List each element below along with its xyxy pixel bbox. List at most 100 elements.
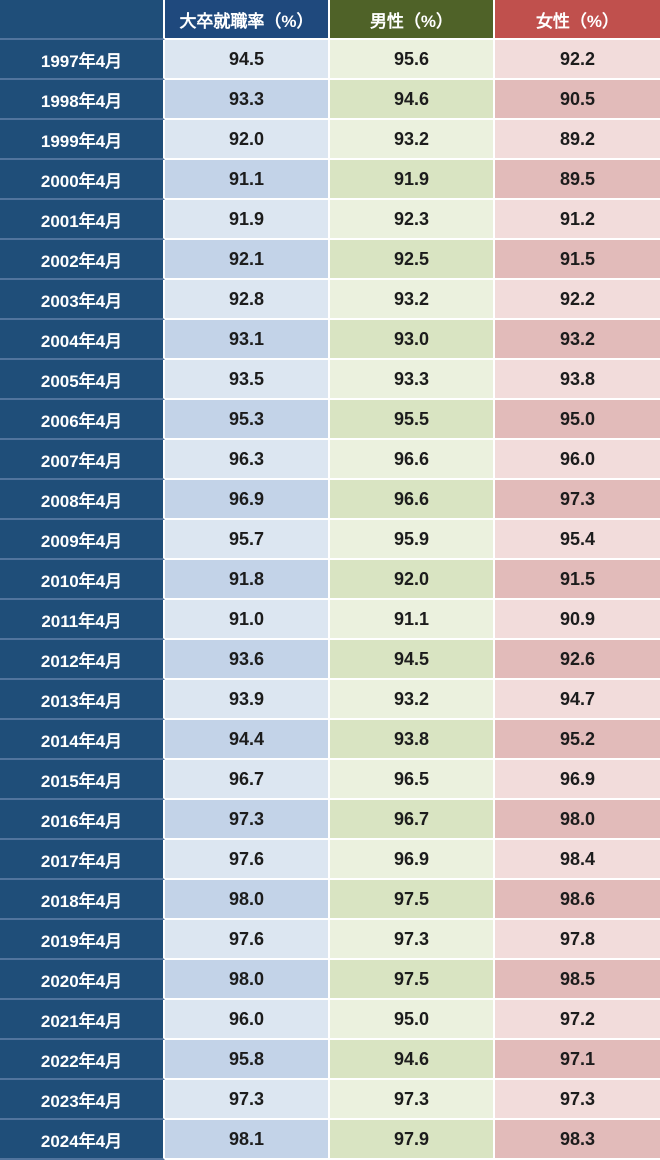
table-row: 2017年4月 97.6 96.9 98.4 bbox=[0, 840, 660, 880]
overall-rate-cell: 94.5 bbox=[165, 40, 330, 80]
male-rate-cell: 97.3 bbox=[330, 1080, 495, 1120]
table-row: 2002年4月 92.1 92.5 91.5 bbox=[0, 240, 660, 280]
year-label: 2016年4月 bbox=[0, 800, 165, 840]
male-rate-cell: 93.2 bbox=[330, 680, 495, 720]
overall-rate-cell: 92.1 bbox=[165, 240, 330, 280]
female-rate-cell: 91.5 bbox=[495, 240, 660, 280]
male-rate-cell: 94.6 bbox=[330, 1040, 495, 1080]
header-row: 大卒就職率（%） 男性（%） 女性（%） bbox=[0, 0, 660, 40]
male-rate-cell: 94.5 bbox=[330, 640, 495, 680]
table-row: 2006年4月 95.3 95.5 95.0 bbox=[0, 400, 660, 440]
female-rate-cell: 97.2 bbox=[495, 1000, 660, 1040]
year-label: 2008年4月 bbox=[0, 480, 165, 520]
male-rate-cell: 91.9 bbox=[330, 160, 495, 200]
table-row: 1997年4月 94.5 95.6 92.2 bbox=[0, 40, 660, 80]
year-label: 2003年4月 bbox=[0, 280, 165, 320]
year-label: 2022年4月 bbox=[0, 1040, 165, 1080]
year-label: 2010年4月 bbox=[0, 560, 165, 600]
table-row: 2000年4月 91.1 91.9 89.5 bbox=[0, 160, 660, 200]
overall-rate-cell: 97.6 bbox=[165, 920, 330, 960]
overall-rate-cell: 91.9 bbox=[165, 200, 330, 240]
table-row: 2010年4月 91.8 92.0 91.5 bbox=[0, 560, 660, 600]
table-row: 2015年4月 96.7 96.5 96.9 bbox=[0, 760, 660, 800]
female-rate-cell: 96.0 bbox=[495, 440, 660, 480]
year-label: 2011年4月 bbox=[0, 600, 165, 640]
year-label: 2017年4月 bbox=[0, 840, 165, 880]
table-row: 2005年4月 93.5 93.3 93.8 bbox=[0, 360, 660, 400]
overall-rate-cell: 95.8 bbox=[165, 1040, 330, 1080]
male-rate-cell: 93.3 bbox=[330, 360, 495, 400]
female-rate-cell: 98.4 bbox=[495, 840, 660, 880]
table-row: 2008年4月 96.9 96.6 97.3 bbox=[0, 480, 660, 520]
table-row: 2012年4月 93.6 94.5 92.6 bbox=[0, 640, 660, 680]
year-label: 2013年4月 bbox=[0, 680, 165, 720]
overall-rate-cell: 94.4 bbox=[165, 720, 330, 760]
table-row: 1999年4月 92.0 93.2 89.2 bbox=[0, 120, 660, 160]
male-rate-cell: 93.0 bbox=[330, 320, 495, 360]
female-rate-cell: 95.0 bbox=[495, 400, 660, 440]
table-row: 2018年4月 98.0 97.5 98.6 bbox=[0, 880, 660, 920]
overall-rate-cell: 93.3 bbox=[165, 80, 330, 120]
female-rate-cell: 91.5 bbox=[495, 560, 660, 600]
year-label: 2012年4月 bbox=[0, 640, 165, 680]
overall-rate-cell: 95.3 bbox=[165, 400, 330, 440]
overall-rate-cell: 91.0 bbox=[165, 600, 330, 640]
overall-rate-cell: 98.0 bbox=[165, 880, 330, 920]
table-row: 2021年4月 96.0 95.0 97.2 bbox=[0, 1000, 660, 1040]
year-label: 2004年4月 bbox=[0, 320, 165, 360]
overall-rate-cell: 96.9 bbox=[165, 480, 330, 520]
table-row: 2013年4月 93.9 93.2 94.7 bbox=[0, 680, 660, 720]
year-label: 2020年4月 bbox=[0, 960, 165, 1000]
overall-rate-cell: 93.6 bbox=[165, 640, 330, 680]
male-rate-cell: 95.9 bbox=[330, 520, 495, 560]
female-rate-cell: 94.7 bbox=[495, 680, 660, 720]
table-row: 2016年4月 97.3 96.7 98.0 bbox=[0, 800, 660, 840]
female-rate-cell: 98.6 bbox=[495, 880, 660, 920]
female-rate-cell: 90.5 bbox=[495, 80, 660, 120]
year-label: 1997年4月 bbox=[0, 40, 165, 80]
overall-rate-cell: 97.3 bbox=[165, 1080, 330, 1120]
female-rate-cell: 95.2 bbox=[495, 720, 660, 760]
male-rate-cell: 95.6 bbox=[330, 40, 495, 80]
year-label: 2006年4月 bbox=[0, 400, 165, 440]
overall-rate-cell: 95.7 bbox=[165, 520, 330, 560]
female-rate-cell: 92.2 bbox=[495, 40, 660, 80]
male-rate-cell: 95.0 bbox=[330, 1000, 495, 1040]
year-label: 2021年4月 bbox=[0, 1000, 165, 1040]
table-row: 1998年4月 93.3 94.6 90.5 bbox=[0, 80, 660, 120]
male-rate-cell: 97.5 bbox=[330, 880, 495, 920]
female-rate-cell: 97.3 bbox=[495, 480, 660, 520]
year-label: 1999年4月 bbox=[0, 120, 165, 160]
female-rate-cell: 90.9 bbox=[495, 600, 660, 640]
table-row: 2022年4月 95.8 94.6 97.1 bbox=[0, 1040, 660, 1080]
male-rate-cell: 92.5 bbox=[330, 240, 495, 280]
female-rate-cell: 97.1 bbox=[495, 1040, 660, 1080]
female-rate-cell: 93.8 bbox=[495, 360, 660, 400]
overall-rate-cell: 98.0 bbox=[165, 960, 330, 1000]
female-rate-cell: 92.6 bbox=[495, 640, 660, 680]
male-rate-cell: 93.2 bbox=[330, 120, 495, 160]
table-row: 2011年4月 91.0 91.1 90.9 bbox=[0, 600, 660, 640]
male-rate-cell: 91.1 bbox=[330, 600, 495, 640]
male-rate-cell: 97.3 bbox=[330, 920, 495, 960]
female-rate-cell: 93.2 bbox=[495, 320, 660, 360]
overall-rate-cell: 92.8 bbox=[165, 280, 330, 320]
table-row: 2003年4月 92.8 93.2 92.2 bbox=[0, 280, 660, 320]
overall-rate-cell: 96.0 bbox=[165, 1000, 330, 1040]
male-rate-cell: 95.5 bbox=[330, 400, 495, 440]
year-label: 1998年4月 bbox=[0, 80, 165, 120]
column-header-male: 男性（%） bbox=[330, 0, 495, 40]
table-row: 2023年4月 97.3 97.3 97.3 bbox=[0, 1080, 660, 1120]
overall-rate-cell: 97.3 bbox=[165, 800, 330, 840]
year-label: 2019年4月 bbox=[0, 920, 165, 960]
male-rate-cell: 92.0 bbox=[330, 560, 495, 600]
year-label: 2023年4月 bbox=[0, 1080, 165, 1120]
overall-rate-cell: 92.0 bbox=[165, 120, 330, 160]
female-rate-cell: 89.2 bbox=[495, 120, 660, 160]
table-row: 2007年4月 96.3 96.6 96.0 bbox=[0, 440, 660, 480]
female-rate-cell: 89.5 bbox=[495, 160, 660, 200]
year-label: 2015年4月 bbox=[0, 760, 165, 800]
year-label: 2024年4月 bbox=[0, 1120, 165, 1160]
male-rate-cell: 94.6 bbox=[330, 80, 495, 120]
male-rate-cell: 93.2 bbox=[330, 280, 495, 320]
